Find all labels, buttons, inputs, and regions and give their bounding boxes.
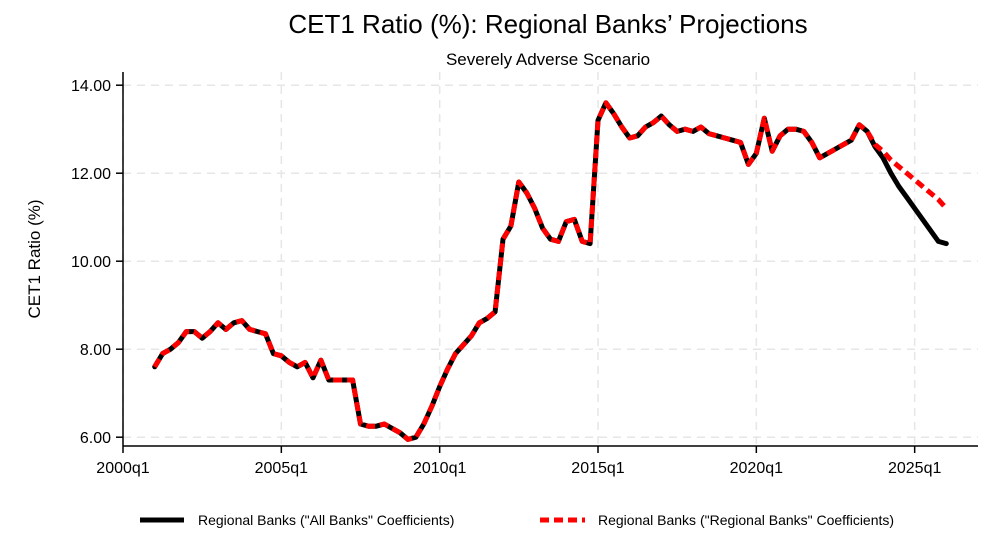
x-tick-label: 2015q1 <box>571 460 624 477</box>
y-tick-label: 6.00 <box>80 430 111 447</box>
legend: Regional Banks ("All Banks" Coefficients… <box>140 512 894 528</box>
x-tick-label: 2020q1 <box>730 460 783 477</box>
axes <box>122 72 978 447</box>
series-line-regional-banks <box>152 100 949 442</box>
legend-label-all-banks: Regional Banks ("All Banks" Coefficients… <box>198 512 454 528</box>
y-tick-label: 14.00 <box>71 78 111 95</box>
series-layer <box>152 100 949 442</box>
y-tick-label: 10.00 <box>71 254 111 271</box>
y-tick-label: 8.00 <box>80 342 111 359</box>
axis-ticks: 6.00 8.00 10.00 12.00 14.00 2000q1 2005q1 2010q… <box>71 78 942 477</box>
x-tick-label: 2010q1 <box>413 460 466 477</box>
y-tick-label: 12.00 <box>71 166 111 183</box>
gridlines <box>122 72 978 446</box>
x-tick-label: 2025q1 <box>888 460 941 477</box>
chart-subtitle: Severely Adverse Scenario <box>446 50 650 69</box>
x-tick-label: 2005q1 <box>255 460 308 477</box>
y-axis-label: CET1 Ratio (%) <box>25 199 44 318</box>
x-tick-label: 2000q1 <box>96 460 149 477</box>
legend-label-regional-banks: Regional Banks ("Regional Banks" Coeffic… <box>598 512 894 528</box>
chart-title: CET1 Ratio (%): Regional Banks’ Projecti… <box>288 9 807 39</box>
